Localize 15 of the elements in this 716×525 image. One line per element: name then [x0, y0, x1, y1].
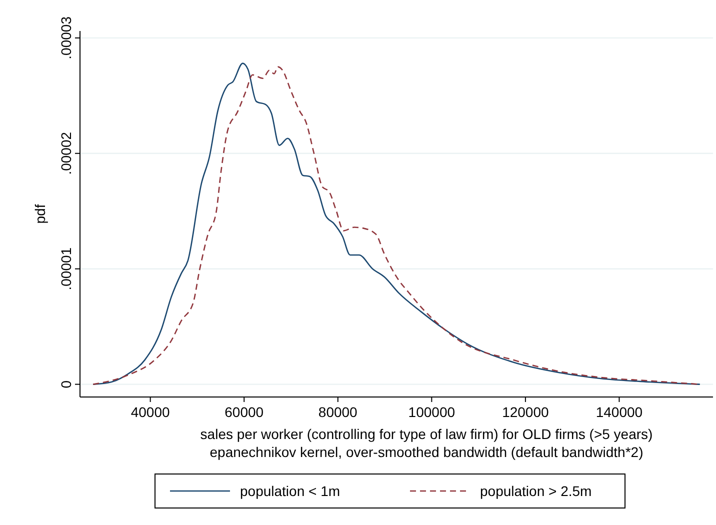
- y-axis-title: pdf: [32, 204, 48, 224]
- x-tick-label: 120000: [502, 404, 550, 420]
- x-tick-label: 100000: [408, 404, 456, 420]
- legend-label: population > 2.5m: [480, 483, 592, 499]
- x-axis-title: sales per worker (controlling for type of law firm) for OLD firms (>5 years): [200, 426, 653, 442]
- y-tick-label: .00001: [58, 247, 74, 290]
- x-tick-label: 60000: [224, 404, 264, 420]
- y-tick-label: 0: [58, 380, 74, 388]
- x-tick-label: 80000: [318, 404, 358, 420]
- y-tick-label: .00003: [58, 16, 74, 60]
- text: epanechnikov kernel, over-smoothed bandwidth (default bandwidth*2): [210, 444, 644, 460]
- x-tick-label: 40000: [130, 404, 170, 420]
- x-tick-label: 140000: [596, 404, 643, 420]
- y-tick-label: .00002: [58, 132, 74, 175]
- legend-label: population < 1m: [240, 483, 340, 499]
